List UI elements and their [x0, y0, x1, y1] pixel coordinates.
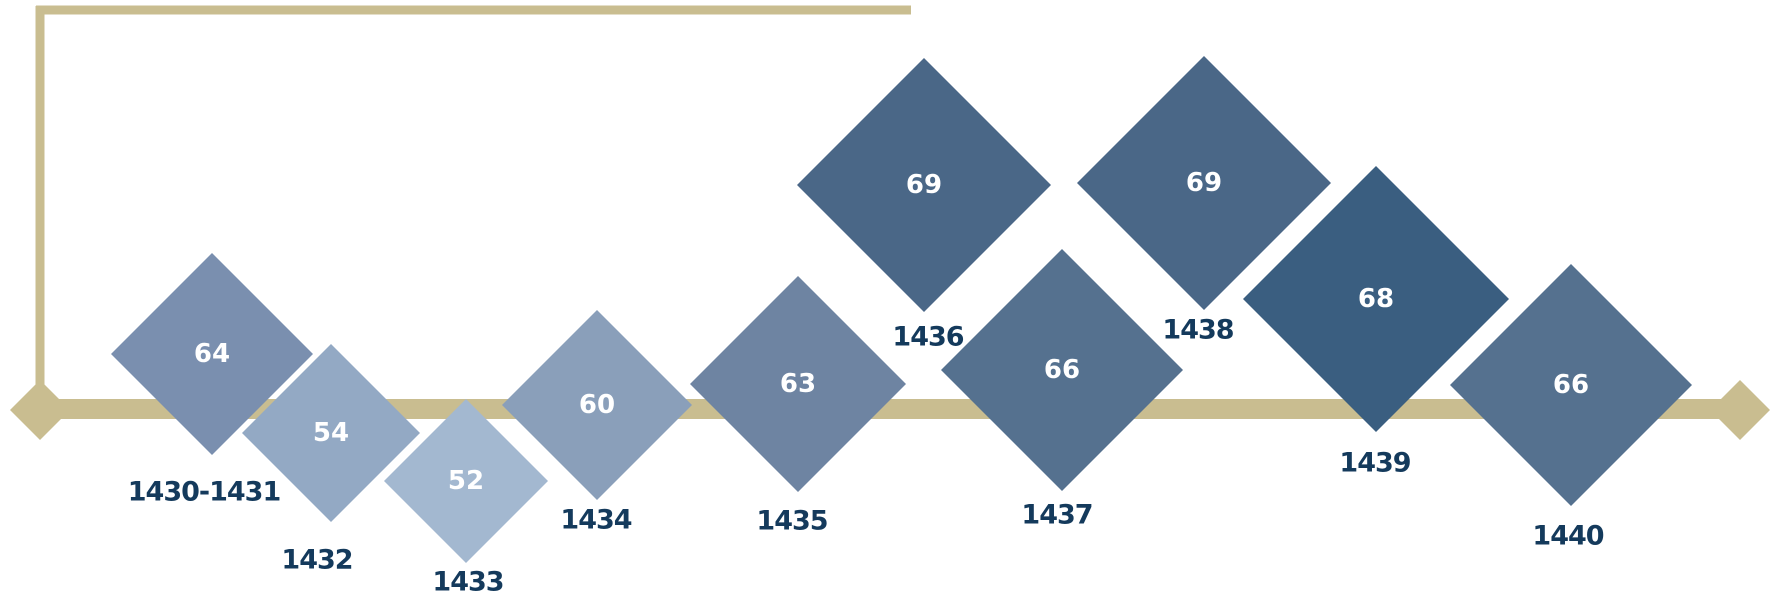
diamond-value-label: 60 [579, 390, 615, 420]
value-diamond [502, 310, 692, 500]
timeline-item: 69 1438 [1077, 56, 1331, 346]
year-label: 1435 [756, 506, 827, 537]
axis-start-diamond-marker [10, 380, 70, 440]
timeline-item: 68 1439 [1243, 166, 1509, 479]
diamond-value-label: 68 [1358, 284, 1394, 314]
axis-end-diamond-marker [1710, 380, 1770, 440]
year-label: 1430-1431 [128, 477, 281, 508]
year-label: 1440 [1532, 521, 1603, 552]
timeline-item: 54 1432 [242, 344, 420, 576]
value-diamond [941, 249, 1183, 491]
timeline-item: 63 1435 [690, 276, 906, 537]
timeline-item: 52 1433 [384, 399, 548, 598]
diamond-value-label: 66 [1553, 370, 1589, 400]
diamond-value-label: 66 [1044, 355, 1080, 385]
diamond-value-label: 54 [313, 418, 349, 448]
timeline-item: 60 1434 [502, 310, 692, 536]
timeline-item: 66 1437 [941, 249, 1183, 531]
year-label: 1439 [1339, 448, 1410, 479]
year-label: 1433 [432, 567, 503, 598]
value-diamond [1077, 56, 1331, 310]
diamond-value-label: 52 [448, 466, 484, 496]
timeline-items: 64 1430-1431 54 1432 52 1433 60 1434 63 1435 69 143… [111, 56, 1692, 598]
diamond-value-label: 64 [194, 339, 230, 369]
year-label: 1436 [892, 322, 963, 353]
year-label: 1438 [1162, 315, 1233, 346]
diamond-value-label: 69 [906, 170, 942, 200]
value-diamond [242, 344, 420, 522]
value-diamond [797, 58, 1051, 312]
timeline-item: 66 1440 [1450, 264, 1692, 552]
timeline-item: 69 1436 [797, 58, 1051, 353]
diamond-value-label: 63 [780, 369, 816, 399]
value-diamond [1243, 166, 1509, 432]
diamond-value-label: 69 [1186, 168, 1222, 198]
value-diamond [384, 399, 548, 563]
value-diamond [111, 253, 313, 455]
timeline-item: 64 1430-1431 [111, 253, 313, 508]
value-diamond [690, 276, 906, 492]
year-label: 1432 [281, 545, 352, 576]
year-label: 1434 [560, 505, 631, 536]
value-diamond [1450, 264, 1692, 506]
year-label: 1437 [1021, 500, 1092, 531]
